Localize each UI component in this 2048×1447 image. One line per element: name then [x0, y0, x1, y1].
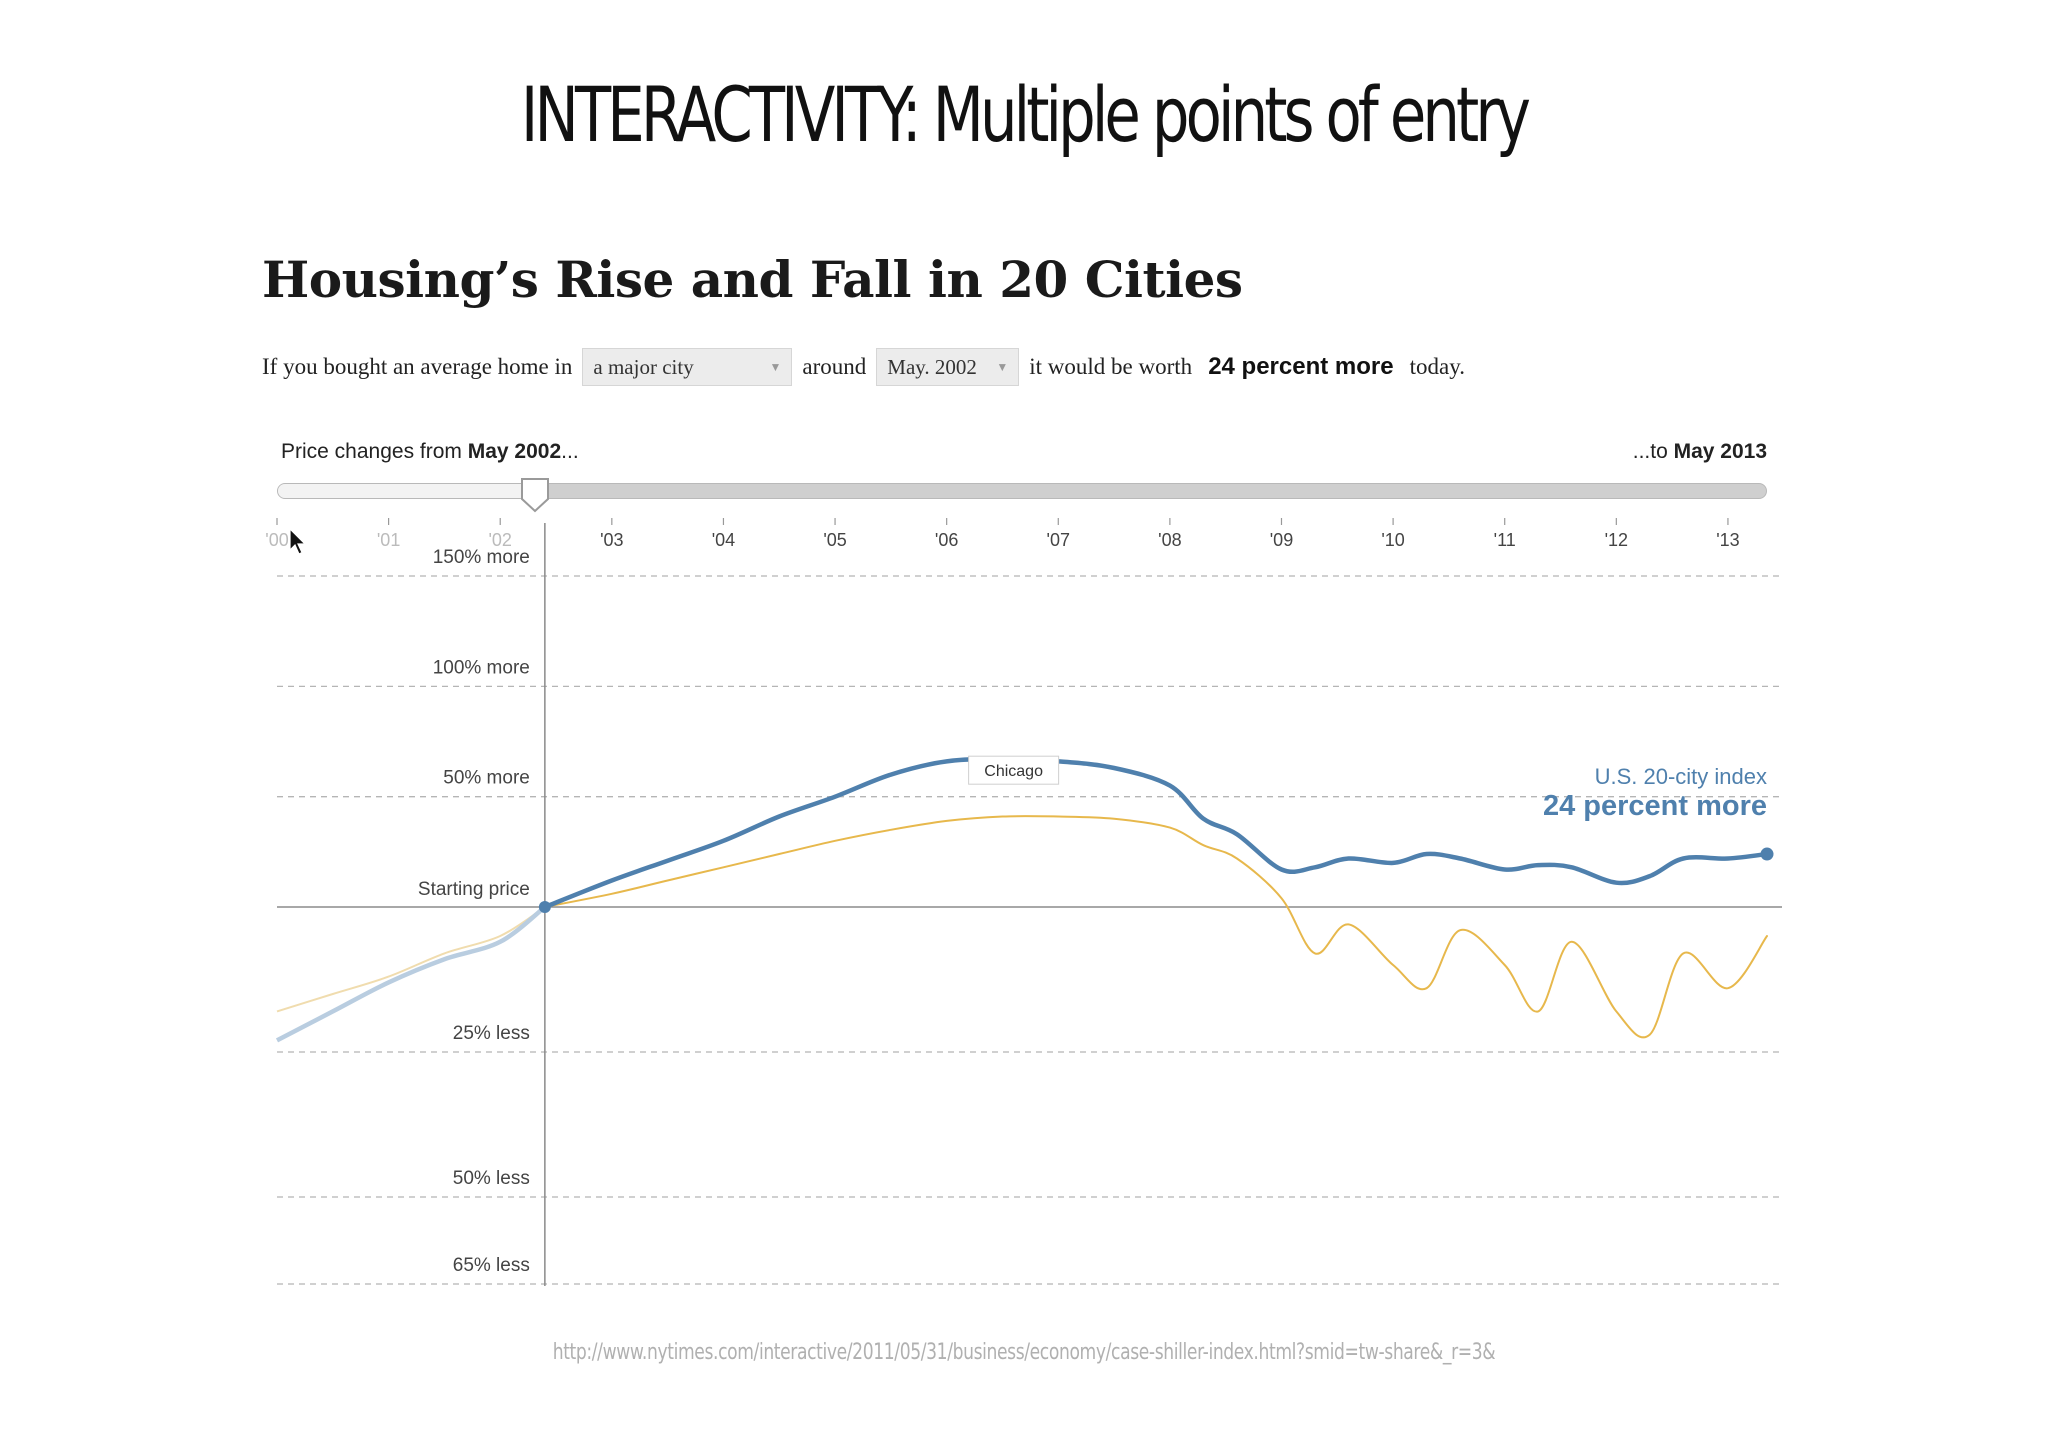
index-value-label: 24 percent more	[1543, 790, 1767, 822]
y-tick-label: 65% less	[453, 1255, 530, 1276]
y-tick-label: 50% less	[453, 1168, 530, 1189]
x-tick-label: '01	[377, 530, 400, 550]
slider-end-label: ...to May 2013	[1633, 440, 1767, 464]
series-line-chicago	[543, 815, 1768, 1039]
x-tick-label: '06	[935, 530, 958, 550]
slide-title: INTERACTIVITY: Multiple points of entry	[520, 70, 1531, 159]
slider-handle[interactable]	[520, 477, 550, 513]
x-tick-label: '10	[1381, 530, 1404, 550]
index-series-label: U.S. 20-city index	[1595, 764, 1767, 789]
series-line-index	[542, 756, 1770, 910]
x-tick-label: '09	[1270, 530, 1293, 550]
y-tick-label: 50% more	[443, 768, 530, 789]
series-line-pre-start	[275, 905, 547, 1043]
city-select[interactable]: a major city ▼	[582, 348, 793, 386]
x-tick-label: '13	[1716, 530, 1739, 550]
y-tick-label: 100% more	[433, 657, 530, 678]
x-tick-label: '05	[823, 530, 846, 550]
summary-sentence: If you bought an average home in a major…	[262, 346, 1475, 388]
city-select-value: a major city	[593, 354, 694, 379]
source-url: http://www.nytimes.com/interactive/2011/…	[552, 1340, 1496, 1365]
x-tick-label: '04	[712, 530, 735, 550]
y-tick-label: 25% less	[453, 1023, 530, 1044]
x-tick-label: '12	[1605, 530, 1628, 550]
y-tick-label: 150% more	[433, 547, 530, 568]
date-select[interactable]: May. 2002 ▼	[876, 348, 1020, 386]
sentence-worth: it would be worth	[1029, 354, 1193, 379]
sentence-result: 24 percent more	[1208, 353, 1394, 380]
x-tick-label: '02	[488, 530, 511, 550]
date-select-value: May. 2002	[887, 354, 977, 379]
slider-end-date: May 2013	[1673, 440, 1767, 463]
slider-end-prefix: ...to	[1632, 440, 1674, 463]
x-tick-label: '11	[1494, 530, 1516, 550]
sentence-suffix: today.	[1409, 354, 1465, 379]
slider-start-prefix: Price changes from	[281, 440, 468, 463]
start-point-marker	[538, 901, 551, 913]
end-point-marker	[1760, 847, 1774, 861]
sentence-middle: around	[802, 354, 867, 379]
chevron-down-icon: ▼	[996, 359, 1009, 374]
x-tick-label: '08	[1158, 530, 1181, 550]
slider-unselected-range	[278, 484, 536, 498]
slider-start-date: May 2002	[467, 440, 562, 463]
chicago-label: Chicago	[984, 763, 1043, 780]
series-line-pre-start	[276, 906, 546, 1013]
x-tick-label: '03	[600, 530, 623, 550]
arrow-cursor-icon	[289, 528, 307, 555]
sentence-prefix: If you bought an average home in	[262, 354, 573, 379]
slider-start-suffix: ...	[561, 440, 579, 463]
y-tick-label: Starting price	[418, 879, 530, 900]
graphic-title: Housing’s Rise and Fall in 20 Cities	[262, 250, 1243, 309]
date-range-slider[interactable]	[277, 483, 1767, 499]
chevron-down-icon: ▼	[769, 359, 782, 374]
x-tick-label: '00	[265, 530, 288, 550]
slider-start-label: Price changes from May 2002...	[281, 440, 579, 464]
chicago-label-box	[968, 755, 1060, 785]
x-tick-label: '07	[1047, 530, 1070, 550]
